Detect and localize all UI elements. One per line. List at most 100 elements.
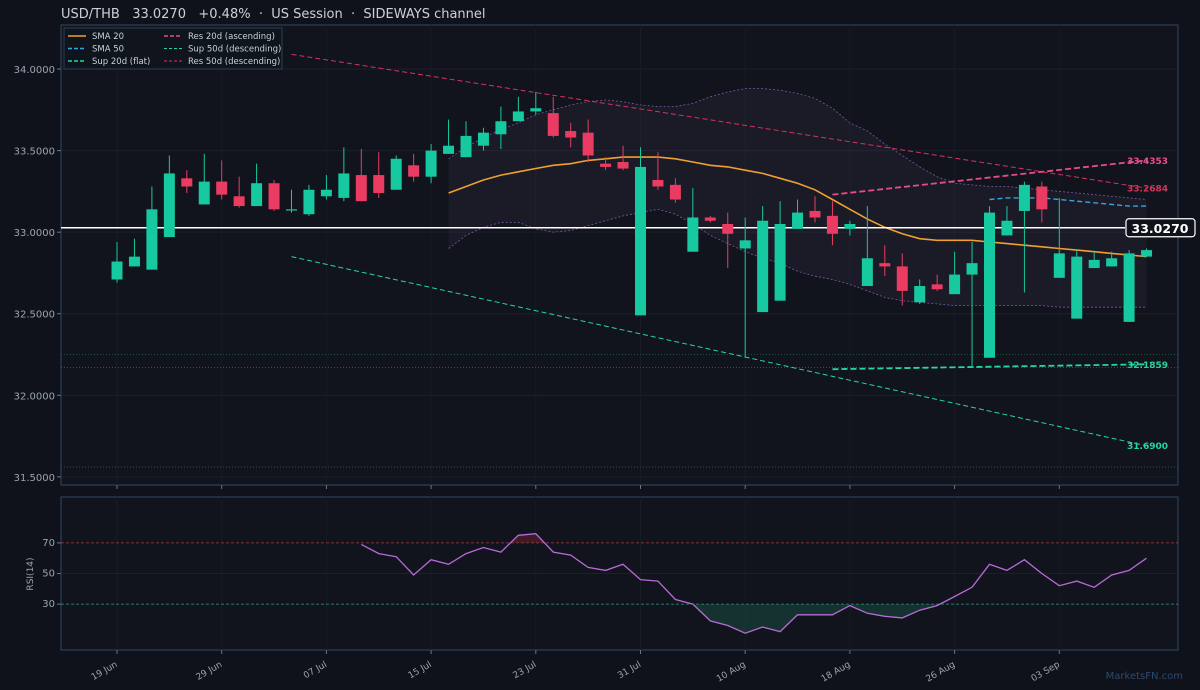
- watermark: MarketsFN.com: [1106, 671, 1183, 682]
- title-separator: ·: [259, 7, 263, 22]
- title-separator: ·: [351, 7, 355, 22]
- candle-body: [373, 175, 385, 194]
- candle-body: [425, 150, 437, 177]
- rsi-tick-label: 70: [42, 538, 55, 549]
- candle-body: [286, 209, 297, 211]
- rsi-tick-label: 30: [42, 599, 55, 610]
- rsi-oversold-fill: [797, 604, 815, 615]
- price-tick-label: 33.0000: [14, 228, 55, 239]
- candle-body: [355, 175, 367, 202]
- candle-body: [635, 166, 646, 316]
- candle-body: [495, 121, 507, 135]
- candle-body: [896, 266, 908, 291]
- candle-body: [809, 210, 821, 218]
- price-tick-label: 34.0000: [14, 65, 55, 76]
- trendline: [291, 53, 1147, 189]
- last-price-box: [1125, 218, 1196, 238]
- candle-body: [687, 217, 699, 252]
- candle-body: [1141, 250, 1153, 257]
- candle-body: [652, 179, 664, 187]
- candle-body: [268, 183, 280, 210]
- legend-label: SMA 20: [92, 32, 124, 42]
- candle-body: [303, 189, 315, 215]
- rsi-oversold-fill: [727, 604, 746, 634]
- candle-body: [722, 224, 734, 234]
- title-spacer: [251, 7, 259, 22]
- legend-box: [63, 27, 283, 70]
- rsi-axis-label: RSI(14): [26, 557, 36, 590]
- title-price: 33.0270: [132, 7, 186, 22]
- x-tick-label: 26 Aug: [924, 660, 957, 685]
- candle-body: [146, 209, 158, 270]
- x-tick-label: 07 Jul: [302, 660, 329, 681]
- legend-label: Sup 20d (flat): [92, 57, 150, 67]
- candle-body: [1018, 184, 1030, 211]
- x-tick-label: 23 Jul: [512, 660, 539, 681]
- candle-body: [216, 181, 228, 195]
- rsi-tick-label: 50: [42, 569, 55, 580]
- candle-body: [111, 261, 123, 280]
- trendline: [832, 363, 1147, 371]
- candle-body: [792, 212, 804, 229]
- title-pattern: SIDEWAYS channel: [363, 7, 485, 22]
- candle-body: [338, 173, 350, 198]
- candle-body: [914, 285, 926, 303]
- sma20-line: [448, 156, 1147, 258]
- rsi-oversold-fill: [815, 604, 833, 615]
- bollinger-upper-line: [448, 88, 1147, 200]
- candle-body: [1106, 258, 1118, 267]
- candle-body: [477, 132, 489, 146]
- candle-body: [390, 158, 402, 190]
- legend-label: SMA 50: [92, 45, 124, 55]
- rsi-oversold-fill: [884, 604, 903, 618]
- title-session: US Session: [271, 7, 343, 22]
- sma50-line: [989, 197, 1147, 207]
- candle-body: [669, 184, 681, 200]
- level-annotation: 31.6900: [1127, 442, 1168, 452]
- candle-body: [320, 189, 332, 197]
- last-price-label: 33.0270: [1132, 221, 1189, 236]
- legend-label: Sup 50d (descending): [188, 45, 281, 55]
- level-annotation: 33.2684: [1127, 184, 1168, 194]
- bollinger-lower-line: [448, 208, 1147, 308]
- candle-body: [163, 173, 175, 238]
- rsi-oversold-fill: [902, 604, 920, 618]
- trendline: [832, 159, 1147, 196]
- candle-body: [949, 274, 961, 295]
- price-tick-label: 32.5000: [14, 310, 55, 321]
- candle-body: [530, 108, 542, 112]
- rsi-oversold-fill: [710, 604, 728, 626]
- candle-body: [757, 220, 769, 313]
- price-tick-label: 32.0000: [14, 391, 55, 402]
- candle-body: [739, 240, 751, 249]
- candle-body: [181, 178, 193, 187]
- chart-title: USD/THB 33.0270 +0.48% · US Session · SI…: [61, 7, 486, 22]
- candle-body: [251, 183, 263, 207]
- x-tick-label: 03 Sep: [1030, 660, 1062, 684]
- x-tick-label: 18 Aug: [820, 660, 853, 685]
- rsi-overbought-fill: [518, 533, 536, 543]
- price-tick-label: 33.5000: [14, 147, 55, 158]
- candle-body: [600, 163, 612, 167]
- candle-body: [1036, 186, 1048, 210]
- title-spacer: [263, 7, 271, 22]
- candle-body: [966, 263, 978, 275]
- candle-body: [704, 217, 716, 221]
- candle-body: [861, 258, 873, 286]
- candle-body: [931, 284, 943, 290]
- x-tick-label: 19 Jun: [90, 660, 120, 683]
- level-annotation: 33.4353: [1127, 157, 1168, 167]
- x-tick-label: 10 Aug: [715, 660, 748, 685]
- x-tick-label: 31 Jul: [616, 660, 643, 681]
- candle-body: [547, 113, 559, 136]
- title-change: +0.48%: [198, 7, 250, 22]
- candle-body: [617, 162, 629, 169]
- candle-body: [1053, 253, 1065, 278]
- candle-body: [460, 135, 472, 158]
- title-symbol: USD/THB: [61, 7, 120, 22]
- rsi-oversold-fill: [867, 604, 885, 617]
- candle-body: [1071, 256, 1083, 319]
- candle-body: [128, 256, 140, 267]
